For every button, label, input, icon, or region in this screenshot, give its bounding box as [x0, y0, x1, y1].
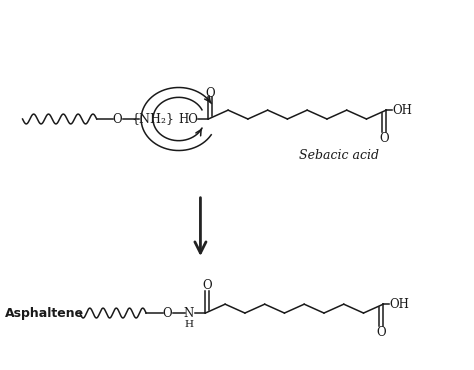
Text: O: O: [113, 112, 122, 125]
Text: O: O: [202, 279, 212, 292]
Text: HO: HO: [179, 112, 199, 125]
Text: N: N: [183, 307, 194, 320]
Text: O: O: [162, 307, 172, 320]
Text: OH: OH: [392, 104, 412, 117]
Text: O: O: [376, 326, 386, 339]
Text: Asphaltene: Asphaltene: [5, 307, 84, 320]
Text: O: O: [206, 87, 215, 100]
Text: {NH₂}: {NH₂}: [131, 112, 174, 125]
Text: OH: OH: [389, 298, 409, 311]
Text: H: H: [184, 320, 193, 329]
Text: O: O: [380, 132, 389, 145]
Text: Sebacic acid: Sebacic acid: [299, 149, 379, 162]
